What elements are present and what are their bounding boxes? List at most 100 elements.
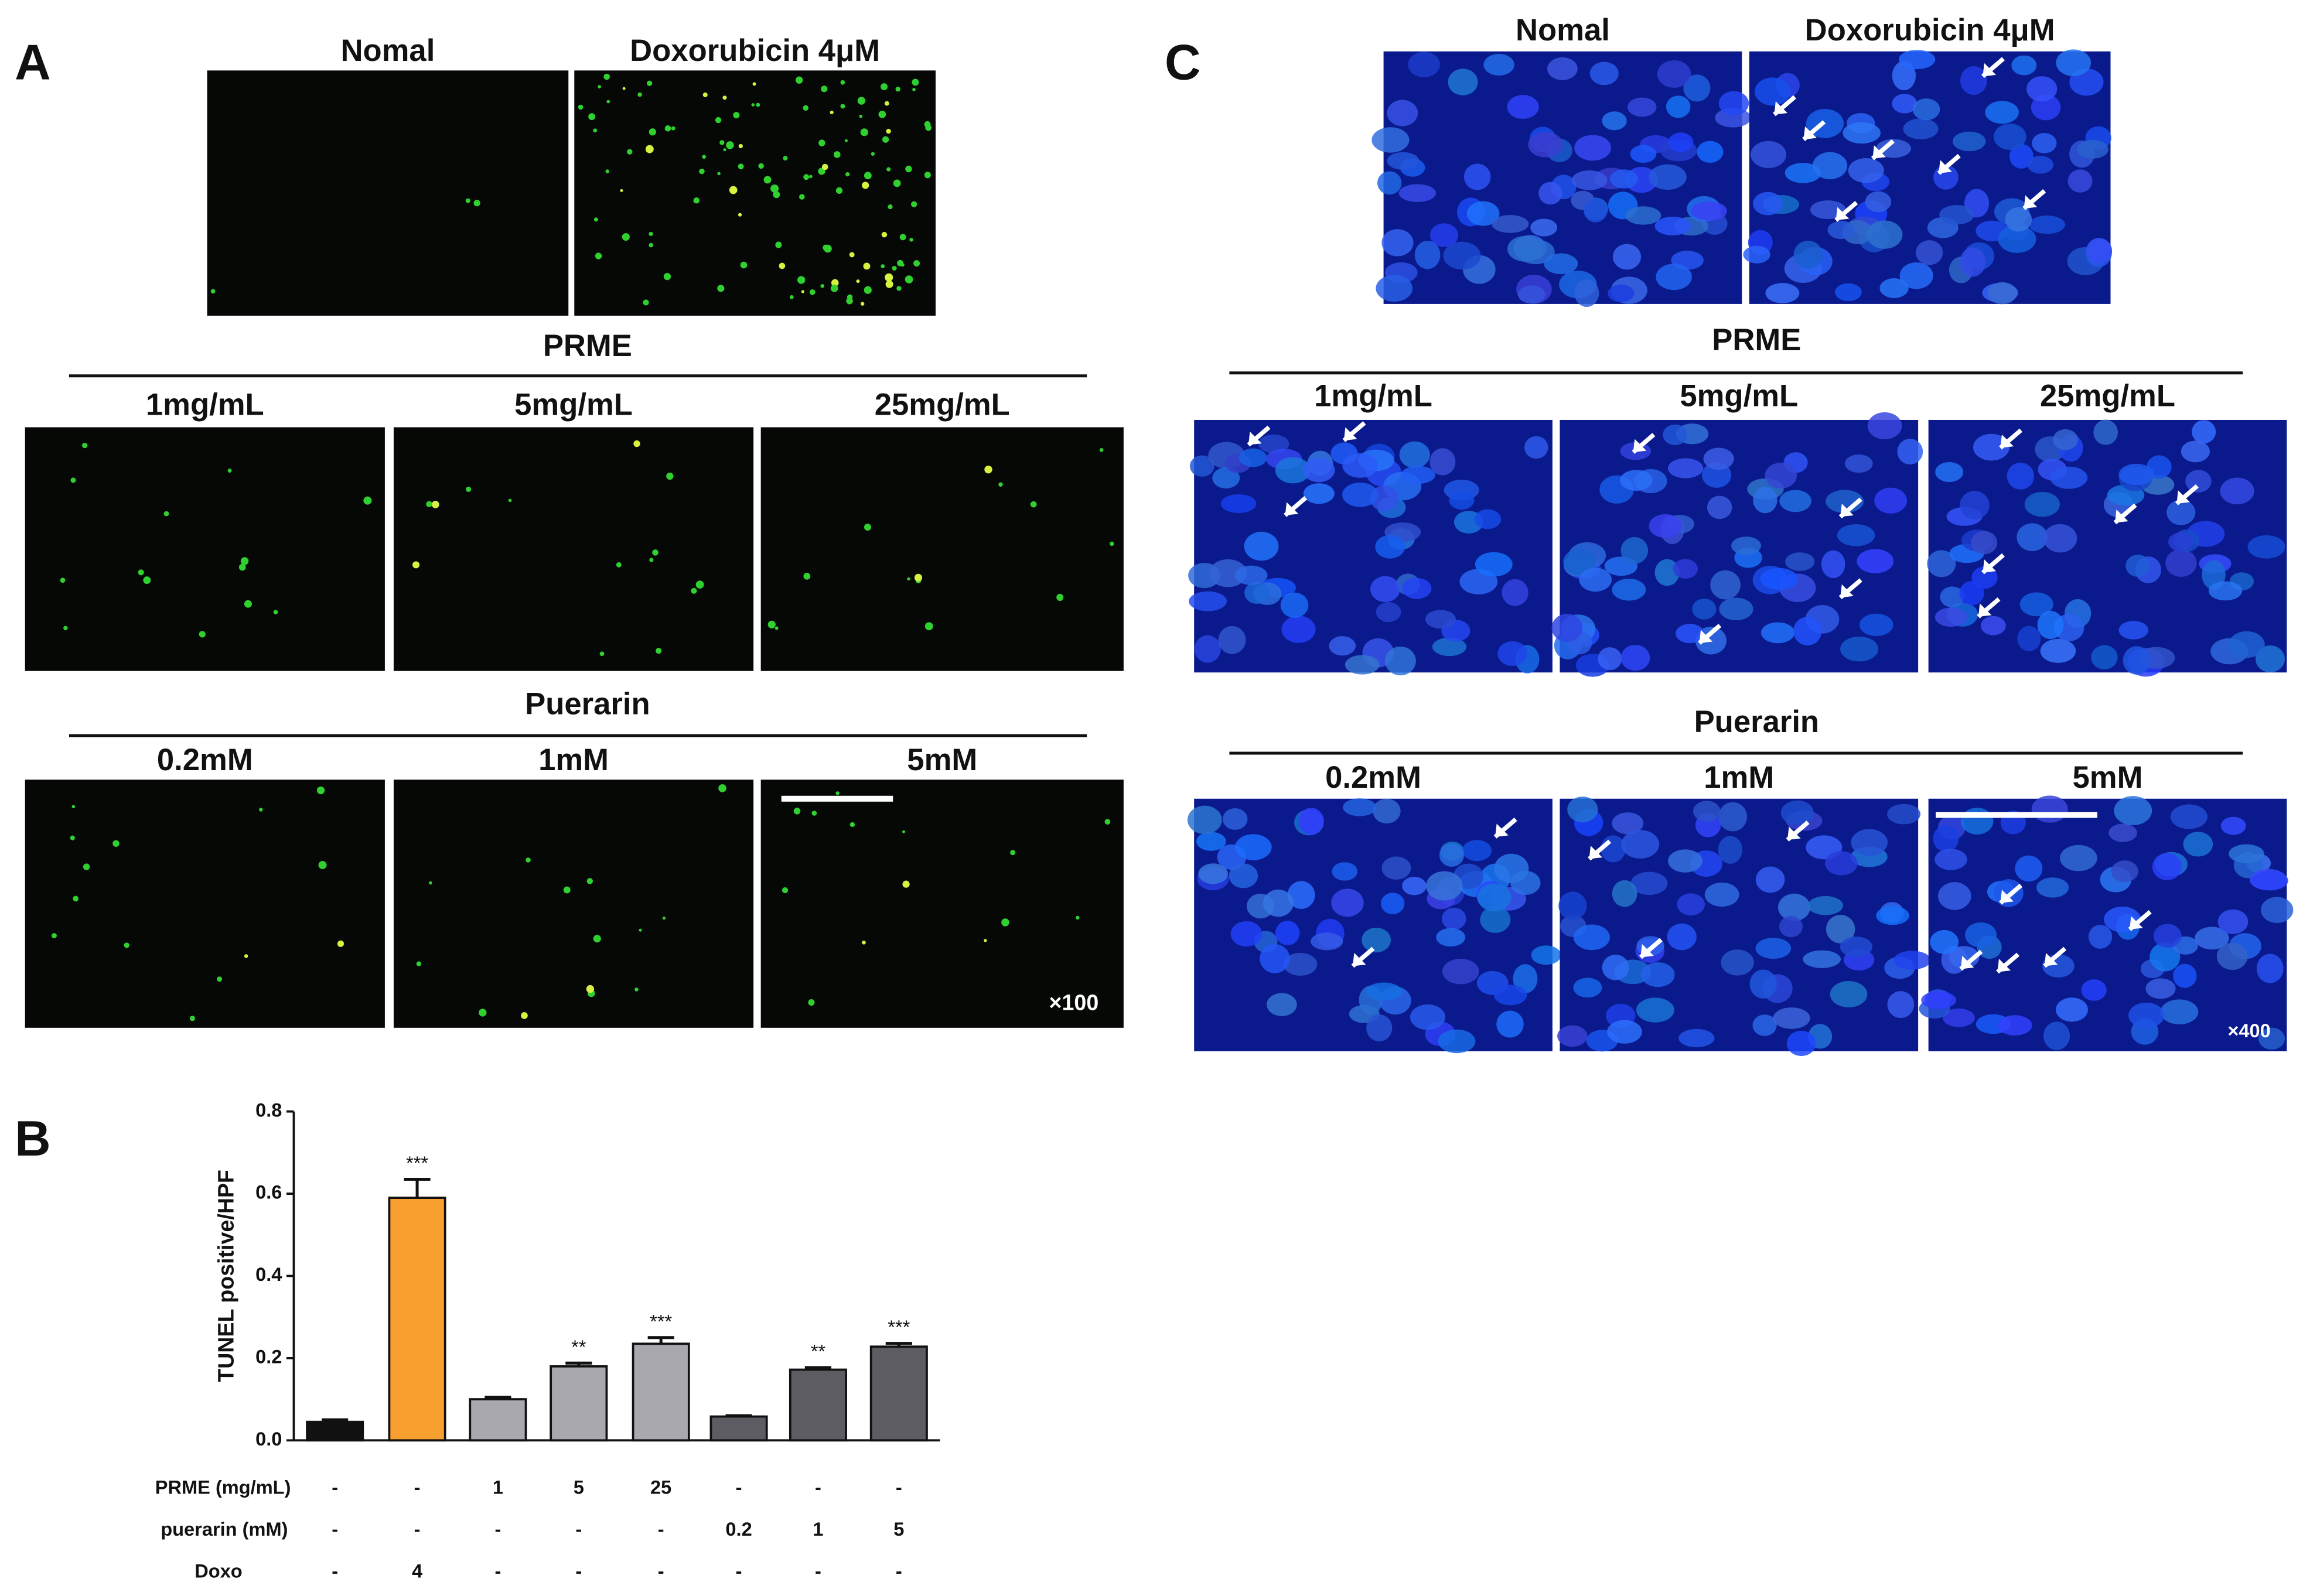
nucleus [2067, 169, 2093, 193]
nucleus [1518, 285, 1545, 304]
arrow-head [1960, 955, 1974, 969]
nucleus [2040, 638, 2076, 663]
nucleus [1765, 283, 1800, 303]
nucleus [1332, 862, 1358, 881]
panel-heading: 25mg/mL [875, 387, 1010, 422]
nucleus [1196, 832, 1226, 851]
fluorescent-spot [881, 264, 885, 269]
fluorescent-spot [808, 999, 815, 1006]
nucleus [1721, 949, 1754, 976]
fluorescent-spot [466, 486, 472, 492]
fluorescent-spot [723, 148, 726, 152]
nucleus [1398, 184, 1437, 202]
arrow-head [1983, 559, 1996, 573]
micrograph [393, 780, 754, 1028]
nucleus [1448, 69, 1478, 95]
nucleus [1275, 457, 1311, 484]
nucleus [1429, 448, 1456, 476]
fluorescent-spot [803, 105, 809, 111]
condition-value: - [494, 1519, 501, 1540]
nucleus [1442, 958, 1479, 985]
nucleus [1630, 145, 1657, 163]
fluorescent-spot [715, 117, 722, 124]
condition-value: - [815, 1477, 821, 1498]
fluorescent-spot [337, 940, 344, 947]
fluorescent-spot [808, 175, 813, 179]
micrograph [207, 70, 569, 316]
fluorescent-spot [416, 961, 422, 966]
condition-value: - [332, 1519, 338, 1540]
nucleus [1940, 586, 1965, 608]
nucleus [1807, 896, 1843, 915]
fluorescent-spot [1030, 501, 1037, 508]
micrograph [1557, 797, 1931, 1057]
nucleus [1649, 164, 1687, 190]
micrograph [25, 427, 385, 671]
nucleus [1865, 191, 1892, 213]
nucleus [1492, 215, 1529, 233]
fluorescent-spot [902, 880, 910, 888]
nucleus [1436, 928, 1466, 947]
fluorescent-spot [633, 440, 640, 447]
nucleus [1785, 552, 1815, 571]
nucleus [2152, 853, 2182, 880]
nucleus [1329, 636, 1356, 656]
nucleus [1212, 467, 1240, 488]
nucleus [1683, 74, 1711, 102]
nucleus [1377, 171, 1402, 195]
nucleus [1718, 802, 1748, 832]
magnification: ×100 [1049, 990, 1099, 1015]
nucleus [1668, 849, 1702, 873]
fluorescent-spot [479, 1009, 487, 1017]
condition-value: - [815, 1560, 821, 1581]
nucleus [1612, 880, 1637, 907]
condition-name: PRME (mg/mL) [155, 1477, 291, 1498]
nucleus [1579, 568, 1612, 592]
nucleus [1773, 1007, 1810, 1029]
nucleus [1362, 927, 1391, 953]
fluorescent-spot [1104, 819, 1111, 825]
nucleus [1298, 808, 1324, 835]
fluorescent-spot [643, 299, 649, 306]
nucleus [2017, 626, 2041, 651]
nucleus [1234, 565, 1268, 585]
nucleus [1507, 95, 1539, 119]
nucleus [1980, 616, 2006, 635]
nucleus [1899, 262, 1933, 289]
nucleus [2208, 581, 2243, 601]
nucleus [1848, 158, 1884, 183]
fluorescent-spot [886, 167, 891, 172]
fluorescent-spot [586, 985, 595, 993]
nucleus [1707, 495, 1732, 520]
fluorescent-spot [775, 241, 782, 248]
nucleus [1414, 241, 1441, 269]
fluorescent-spot [984, 939, 987, 942]
group-heading: PRME [1712, 323, 1801, 357]
fluorescent-spot [671, 126, 675, 131]
nucleus [1666, 95, 1691, 118]
panel-label: C [1165, 35, 1201, 90]
fluorescent-spot [1001, 918, 1009, 927]
nucleus [1656, 264, 1692, 291]
nucleus [1825, 851, 1858, 876]
nucleus [1835, 283, 1862, 302]
condition-value: 5 [893, 1519, 904, 1540]
fluorescent-spot [244, 600, 252, 608]
fluorescent-spot [818, 139, 825, 146]
condition-value: - [575, 1560, 582, 1581]
micrograph [1551, 412, 1923, 677]
arrow-head [2000, 890, 2014, 903]
fluorescent-spot [1110, 541, 1114, 546]
condition-value: - [896, 1477, 902, 1498]
nucleus [1480, 906, 1511, 933]
nucleus [1601, 835, 1626, 863]
panel-heading: 5mM [907, 743, 977, 777]
fluorescent-spot [363, 496, 372, 505]
nucleus [1760, 622, 1795, 644]
fluorescent-spot [803, 174, 810, 180]
nucleus [1916, 240, 1943, 265]
nucleus [1821, 550, 1845, 579]
nucleus [1718, 836, 1743, 864]
fluorescent-spot [844, 139, 848, 142]
